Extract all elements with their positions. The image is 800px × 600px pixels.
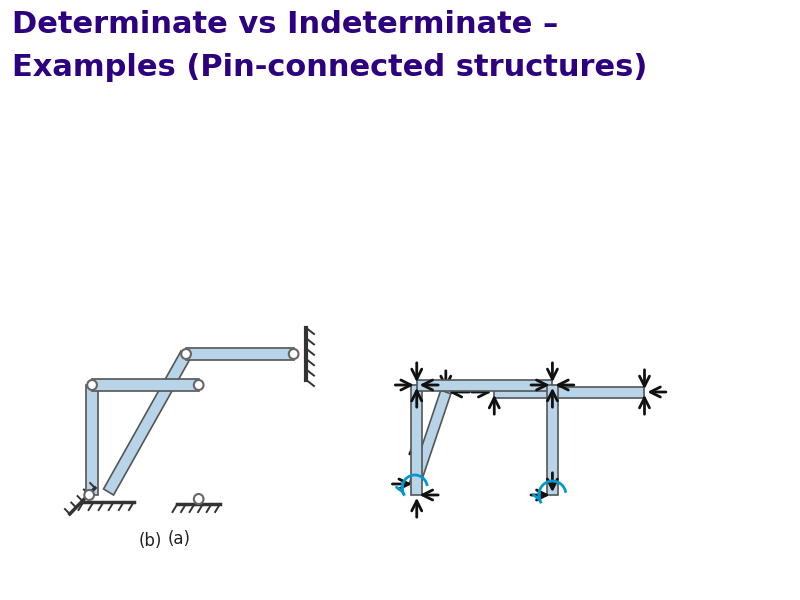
Circle shape [194, 494, 203, 504]
Text: Determinate vs Indeterminate –: Determinate vs Indeterminate – [12, 10, 558, 39]
Polygon shape [547, 385, 558, 495]
Text: (b): (b) [138, 532, 162, 550]
Polygon shape [103, 351, 191, 495]
Polygon shape [494, 386, 645, 397]
Circle shape [289, 349, 298, 359]
Text: Examples (Pin-connected structures): Examples (Pin-connected structures) [12, 53, 647, 82]
Polygon shape [86, 385, 98, 495]
Polygon shape [92, 379, 198, 391]
Text: (a): (a) [168, 530, 190, 548]
Polygon shape [411, 385, 422, 495]
Polygon shape [186, 348, 294, 360]
Polygon shape [410, 390, 451, 486]
Circle shape [194, 380, 203, 390]
Polygon shape [417, 379, 553, 391]
Circle shape [87, 380, 97, 390]
Circle shape [84, 490, 94, 500]
Circle shape [182, 349, 191, 359]
